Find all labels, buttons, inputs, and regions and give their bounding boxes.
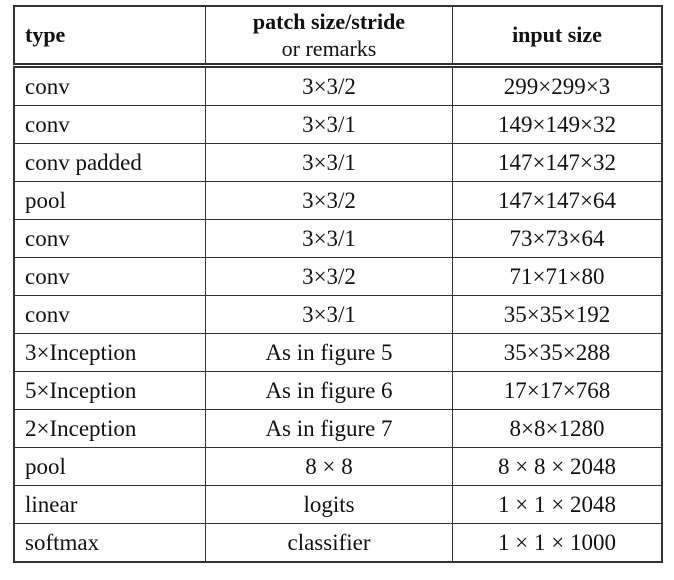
table-cell: 147×147×32	[452, 143, 663, 182]
table-cell: conv	[13, 219, 206, 258]
table-cell: conv	[13, 257, 206, 296]
table-row: 3×Inception As in figure 5 35×35×288	[13, 333, 663, 372]
table-cell: classifier	[205, 523, 453, 563]
table-cell: 299×299×3	[452, 65, 663, 106]
table-cell: 147×147×64	[452, 181, 663, 220]
table-cell: 3×3/1	[205, 295, 453, 334]
table-cell: conv	[13, 295, 206, 334]
table-row: conv 3×3/1 149×149×32	[13, 105, 663, 144]
table-cell: softmax	[13, 523, 206, 563]
table-row: pool 3×3/2 147×147×64	[13, 181, 663, 220]
table-row: 2×Inception As in figure 7 8×8×1280	[13, 409, 663, 448]
table-body: conv 3×3/2 299×299×3 conv 3×3/1 149×149×32 con…	[13, 65, 663, 563]
header-row: type patch size/stride or remarks input siz…	[13, 5, 663, 68]
header-cell: patch size/stride or remarks	[205, 5, 453, 68]
table-cell: pool	[13, 181, 206, 220]
table-cell: pool	[13, 447, 206, 486]
table-cell: 71×71×80	[452, 257, 663, 296]
table-cell: 17×17×768	[452, 371, 663, 410]
header-cell: type	[13, 5, 206, 68]
table-cell: 3×3/2	[205, 181, 453, 220]
table-cell: 1 × 1 × 1000	[452, 523, 663, 563]
table-row: linear logits 1 × 1 × 2048	[13, 485, 663, 524]
table-row: conv 3×3/1 35×35×192	[13, 295, 663, 334]
table-cell: 5×Inception	[13, 371, 206, 410]
table-cell: 8 × 8	[205, 447, 453, 486]
table-cell: 35×35×192	[452, 295, 663, 334]
table-row: conv padded 3×3/1 147×147×32	[13, 143, 663, 182]
table-cell: linear	[13, 485, 206, 524]
table-cell: 73×73×64	[452, 219, 663, 258]
table-row: conv 3×3/2 299×299×3	[13, 65, 663, 106]
table-cell: 3×3/2	[205, 257, 453, 296]
header-text: patch size/stride	[252, 8, 406, 34]
table-cell: 149×149×32	[452, 105, 663, 144]
table-row: conv 3×3/1 73×73×64	[13, 219, 663, 258]
architecture-table: type patch size/stride or remarks input siz…	[13, 5, 663, 563]
table-cell: 3×3/1	[205, 105, 453, 144]
table-cell: 8 × 8 × 2048	[452, 447, 663, 486]
table-cell: 8×8×1280	[452, 409, 663, 448]
table-row: conv 3×3/2 71×71×80	[13, 257, 663, 296]
header-cell: input size	[452, 5, 663, 68]
table-cell: As in figure 5	[205, 333, 453, 372]
table-cell: 35×35×288	[452, 333, 663, 372]
table-cell: conv	[13, 65, 206, 106]
table-cell: 3×Inception	[13, 333, 206, 372]
table-cell: 3×3/1	[205, 143, 453, 182]
table-cell: 1 × 1 × 2048	[452, 485, 663, 524]
header-text: or remarks	[281, 36, 377, 61]
table-row: 5×Inception As in figure 6 17×17×768	[13, 371, 663, 410]
table-cell: As in figure 7	[205, 409, 453, 448]
table-cell: conv padded	[13, 143, 206, 182]
table-cell: As in figure 6	[205, 371, 453, 410]
table-cell: 3×3/1	[205, 219, 453, 258]
table-cell: 3×3/2	[205, 65, 453, 106]
table-cell: 2×Inception	[13, 409, 206, 448]
table-cell: logits	[205, 485, 453, 524]
table-row: softmax classifier 1 × 1 × 1000	[13, 523, 663, 563]
table-cell: conv	[13, 105, 206, 144]
